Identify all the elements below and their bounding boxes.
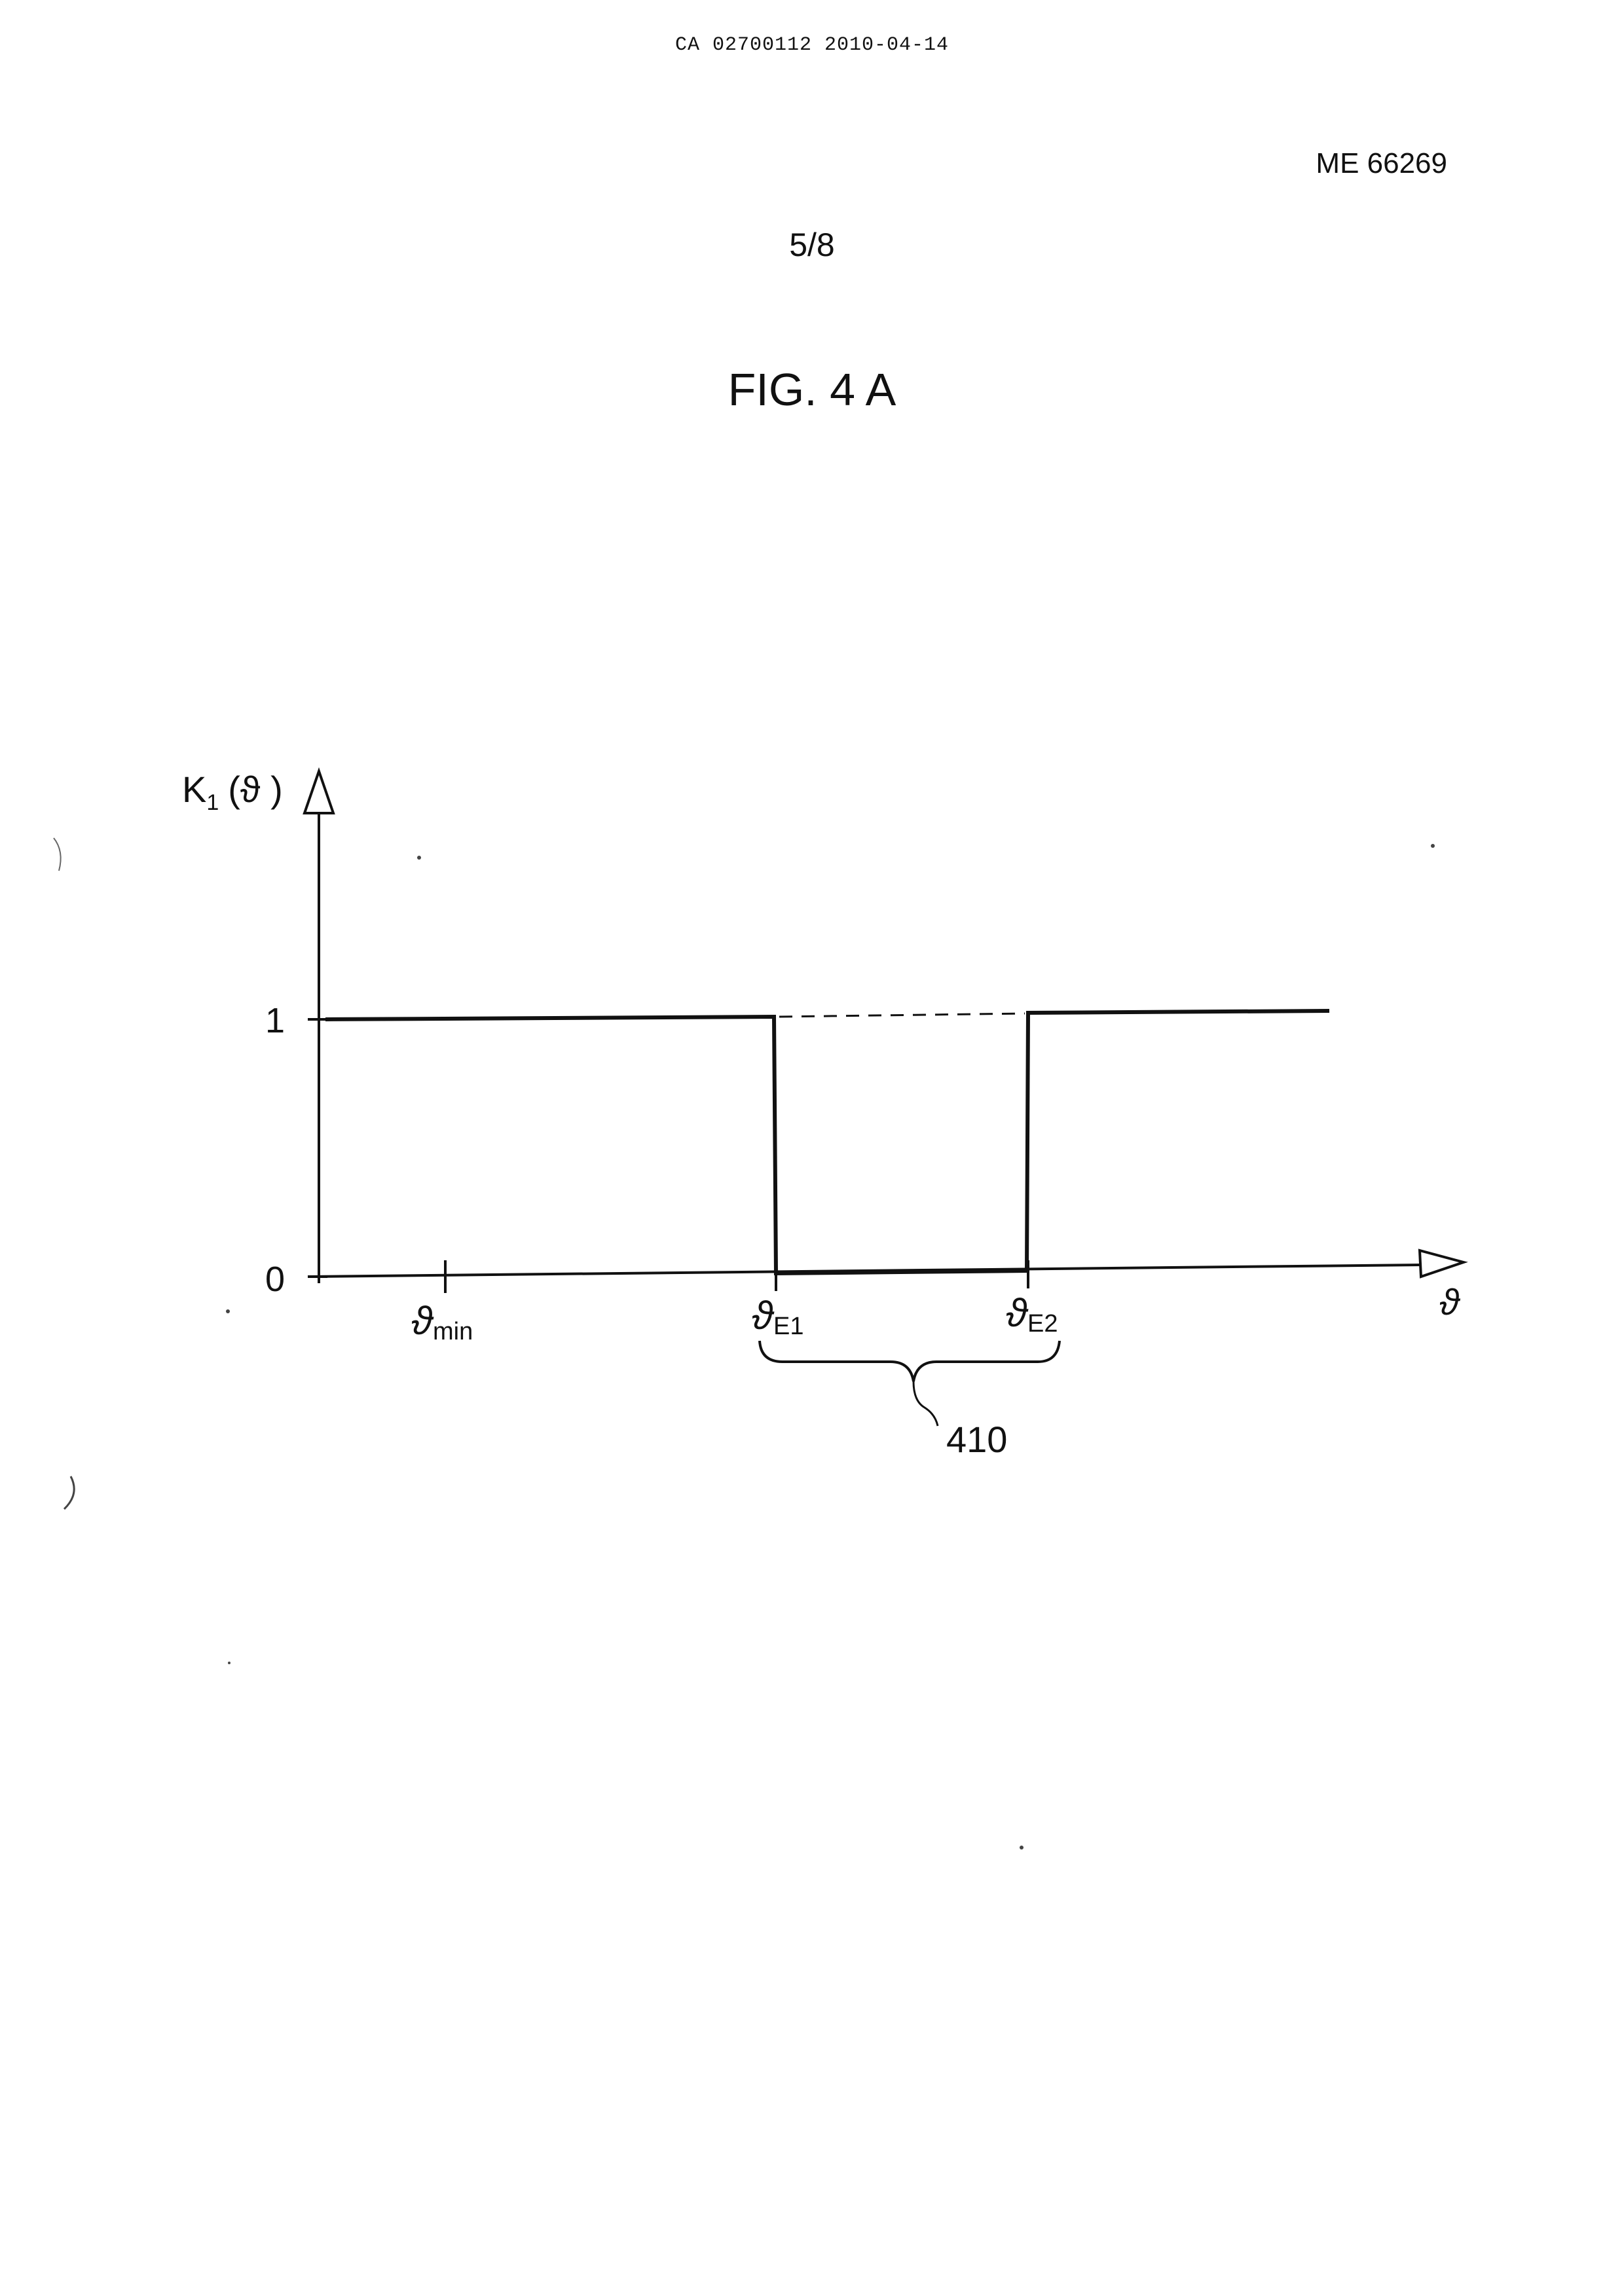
brace-leader-line — [913, 1381, 938, 1426]
x-axis-label: ϑ — [1439, 1281, 1461, 1322]
dashed-reference-line — [779, 1013, 1025, 1017]
y-tick-label-0: 0 — [265, 1260, 285, 1299]
y-tick-label-1: 1 — [265, 1001, 285, 1040]
scan-speck — [417, 856, 421, 860]
scan-speck — [1431, 844, 1435, 848]
scan-mark — [64, 1476, 74, 1509]
y-axis-arrow-icon — [304, 771, 333, 813]
x-tick-label-theta-e1: ϑE1 — [752, 1294, 803, 1340]
scan-mark — [54, 838, 61, 871]
range-brace — [760, 1341, 1060, 1381]
y-axis-label: K1(ϑ ) — [182, 769, 283, 815]
brace-label-410: 410 — [946, 1419, 1007, 1460]
x-tick-label-theta-min: ϑmin — [411, 1299, 473, 1345]
x-axis-arrow-icon — [1420, 1250, 1464, 1277]
scan-speck — [228, 1662, 231, 1664]
x-tick-label-theta-e2: ϑE2 — [1006, 1291, 1058, 1338]
scan-speck — [1020, 1846, 1024, 1850]
k1-step-curve — [325, 1011, 1329, 1273]
scan-speck — [226, 1309, 230, 1313]
